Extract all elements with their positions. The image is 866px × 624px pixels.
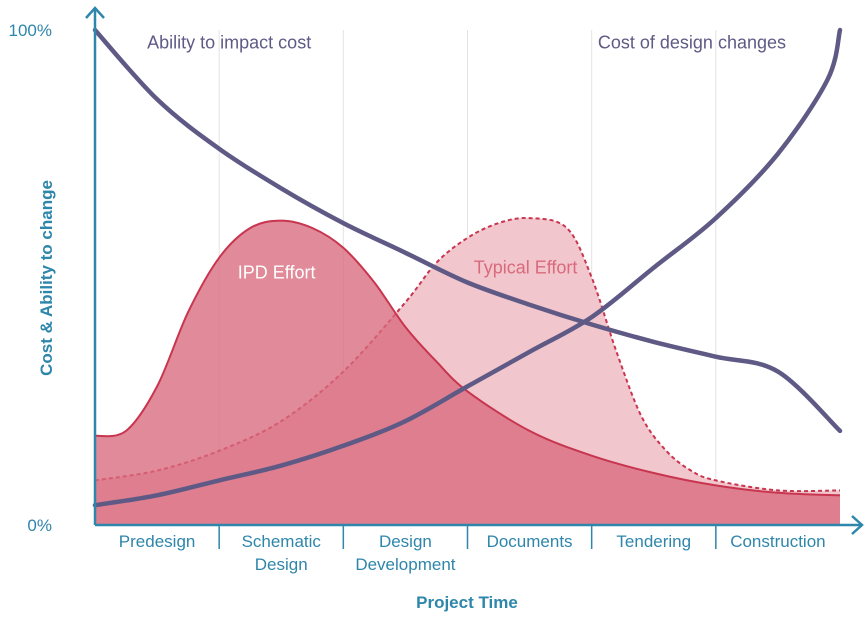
x-tick-label-predesign: Predesign <box>119 532 196 551</box>
x-axis-arrow-icon <box>851 515 864 535</box>
y-tick-label-0: 0% <box>27 516 52 535</box>
annotation-typical-effort: Typical Effort <box>474 258 578 278</box>
x-tick-label-documents: Documents <box>487 532 573 551</box>
ipd-effort-outline <box>94 219 841 497</box>
axes <box>85 6 864 549</box>
x-category-labels: Predesign Schematic Design Design Developmen… <box>119 532 826 574</box>
y-tick-label-100: 100% <box>9 21 52 40</box>
annotation-ipd-effort: IPD Effort <box>238 263 316 283</box>
ipd-effort-area <box>95 220 840 525</box>
ability-to-impact-cost-line <box>92 27 843 434</box>
cost-of-design-changes-line <box>92 27 843 508</box>
x-tick-label-schematic-design: Schematic Design <box>242 532 322 574</box>
effort-areas <box>94 216 841 525</box>
annotations: Ability to impact cost Cost of design cha… <box>147 32 786 282</box>
cost-lines <box>92 27 843 508</box>
annotation-cost-of-design-changes: Cost of design changes <box>598 32 786 52</box>
x-axis-title: Project Time <box>416 593 518 612</box>
x-tick-label-construction: Construction <box>730 532 825 551</box>
labels: 0% 100% Project Time Cost & Ability to c… <box>9 21 826 612</box>
annotation-ability-to-impact-cost: Ability to impact cost <box>147 32 311 52</box>
x-tick-label-tendering: Tendering <box>616 532 691 551</box>
y-axis-title: Cost & Ability to change <box>37 180 56 376</box>
y-axis-arrow-icon <box>85 6 105 19</box>
x-tick-label-design-development: Design Development <box>355 532 455 574</box>
